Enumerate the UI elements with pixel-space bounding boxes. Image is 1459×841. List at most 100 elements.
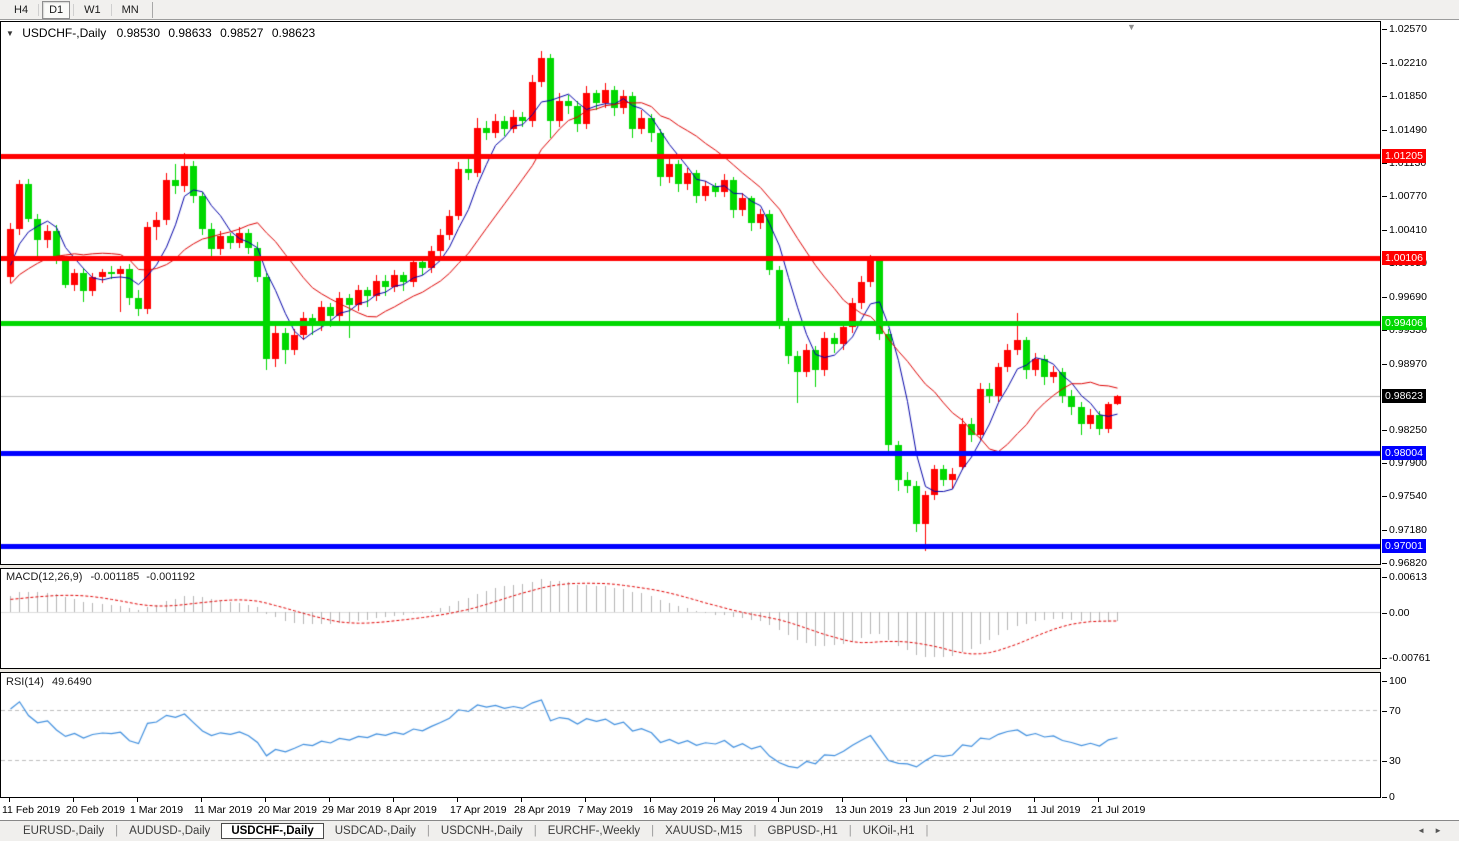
date-label: 23 Jun 2019: [899, 804, 957, 816]
date-axis[interactable]: 11 Feb 2019 20 Feb 2019 1 Mar 2019 11 Mar 2…: [0, 798, 1381, 820]
tab-separator: |: [753, 825, 757, 837]
tab-scroll-arrows[interactable]: ◄►: [1417, 826, 1451, 835]
price-tick-label: 0.97180: [1382, 524, 1427, 536]
rsi-indicator-label: RSI(14) 49.6490: [6, 676, 92, 688]
macd-value-main: -0.001185: [90, 571, 140, 583]
toolbar-separator: [38, 3, 40, 16]
date-label: 11 Mar 2019: [194, 804, 253, 816]
price-tick-label: 0.98250: [1382, 424, 1427, 436]
ohlc-low: 0.98527: [220, 26, 264, 40]
date-tick: [970, 798, 971, 802]
date-tick: [329, 798, 330, 802]
date-label: 16 May 2019: [643, 804, 704, 816]
rsi-tick-label: 30: [1382, 755, 1401, 767]
ohlc-open: 0.98530: [116, 26, 160, 40]
date-tick: [906, 798, 907, 802]
macd-tick-label: -0.00761: [1381, 652, 1431, 664]
ohlc-close: 0.98623: [271, 26, 316, 40]
tab-usdcad-daily[interactable]: USDCAD-,Daily: [334, 825, 416, 837]
date-label: 1 Mar 2019: [130, 804, 184, 816]
tab-eurusd-daily[interactable]: EURUSD-,Daily: [23, 825, 105, 837]
pane-splitter[interactable]: [0, 565, 1381, 568]
rsi-tick-label: 70: [1382, 705, 1401, 717]
chart-title: ▼ USDCHF-,Daily 0.98530 0.98633 0.98527 …: [6, 26, 315, 40]
price-tick-label: 1.02570: [1382, 23, 1427, 35]
timeframe-button-MN[interactable]: MN: [121, 3, 139, 16]
macd-value-signal: -0.001192: [146, 571, 196, 583]
date-label: 7 May 2019: [578, 804, 633, 816]
price-tick-label: 1.00410: [1382, 224, 1427, 236]
macd-name: MACD(12,26,9): [6, 571, 83, 583]
main-chart-canvas[interactable]: [1, 22, 1380, 563]
price-tick-label: 1.01850: [1382, 90, 1427, 102]
date-label: 13 Jun 2019: [835, 804, 893, 816]
tab-audusd-daily[interactable]: AUDUSD-,Daily: [129, 825, 211, 837]
toolbar-separator: [110, 3, 112, 16]
bid-price-label: 0.98623: [1382, 389, 1426, 403]
ohlc-high: 0.98633: [168, 26, 212, 40]
tab-separator: |: [426, 825, 430, 837]
toolbar-group-separator: [151, 1, 153, 18]
macd-canvas[interactable]: [1, 569, 1380, 668]
date-label: 4 Jun 2019: [771, 804, 823, 816]
price-tick-label: 1.00770: [1382, 190, 1427, 202]
date-tick: [9, 798, 10, 802]
tab-scroll-left-icon[interactable]: ◄: [1417, 826, 1435, 835]
date-label: 2 Jul 2019: [963, 804, 1012, 816]
date-label: 26 May 2019: [707, 804, 768, 816]
chart-symbol-label: USDCHF-,Daily: [22, 26, 107, 40]
date-tick: [137, 798, 138, 802]
timeframe-toolbar: H4 D1 W1 MN: [0, 0, 1459, 20]
price-axis[interactable]: 1.02570 1.02210 1.01850 1.01490 1.01130 1.007…: [1381, 21, 1459, 803]
date-tick: [1098, 798, 1099, 802]
date-tick: [842, 798, 843, 802]
tab-gbpusd-h1[interactable]: GBPUSD-,H1: [767, 825, 838, 837]
rsi-value: 49.6490: [51, 676, 92, 688]
date-tick: [201, 798, 202, 802]
price-tick-label: 0.97540: [1382, 490, 1427, 502]
rsi-canvas[interactable]: [1, 673, 1380, 797]
rsi-tick-label: 100: [1382, 675, 1407, 687]
macd-tick-label: 0.00: [1381, 607, 1410, 619]
date-tick: [714, 798, 715, 802]
price-tick-label: 0.97900: [1382, 457, 1427, 469]
tab-ukoil-h1[interactable]: UKOil-,H1: [862, 825, 915, 837]
date-label: 11 Jul 2019: [1027, 804, 1081, 816]
tab-separator: |: [651, 825, 655, 837]
macd-indicator-label: MACD(12,26,9) -0.001185 -0.001192: [6, 571, 195, 583]
date-label: 28 Apr 2019: [514, 804, 571, 816]
level-price-label: 1.01205: [1382, 149, 1426, 163]
price-tick-label: 0.98970: [1382, 358, 1427, 370]
date-tick: [1034, 798, 1035, 802]
timeframe-button-D1[interactable]: D1: [42, 0, 71, 19]
date-tick: [521, 798, 522, 802]
date-label: 11 Feb 2019: [2, 804, 61, 816]
pane-splitter[interactable]: [0, 669, 1381, 672]
tab-scroll-right-icon[interactable]: ►: [1434, 826, 1451, 835]
chart-shift-marker-icon[interactable]: ▼: [1127, 22, 1136, 32]
date-tick: [457, 798, 458, 802]
tab-separator: |: [848, 825, 852, 837]
date-label: 29 Mar 2019: [322, 804, 381, 816]
level-price-label: 1.00106: [1382, 251, 1426, 265]
tab-eurchf-weekly[interactable]: EURCHF-,Weekly: [547, 825, 641, 837]
tab-usdchf-daily[interactable]: USDCHF-,Daily: [221, 823, 324, 839]
timeframe-button-W1[interactable]: W1: [84, 3, 101, 16]
date-tick: [265, 798, 266, 802]
rsi-name: RSI(14): [6, 676, 44, 688]
tab-separator: |: [115, 825, 119, 837]
tab-xauusd-m15[interactable]: XAUUSD-,M15: [665, 825, 743, 837]
date-label: 20 Feb 2019: [66, 804, 125, 816]
chart-dropdown-icon[interactable]: ▼: [6, 29, 14, 38]
tab-usdcnh-daily[interactable]: USDCNH-,Daily: [440, 825, 523, 837]
date-tick: [650, 798, 651, 802]
date-label: 17 Apr 2019: [450, 804, 507, 816]
chart-tab-bar: EURUSD-,Daily | AUDUSD-,Daily USDCHF-,Daily…: [0, 820, 1459, 841]
level-price-label: 0.99406: [1382, 316, 1426, 330]
timeframe-button-H4[interactable]: H4: [14, 3, 29, 16]
price-tick-label: 1.01490: [1382, 124, 1427, 136]
date-tick: [778, 798, 779, 802]
price-tick-label: 1.02210: [1382, 57, 1427, 69]
level-price-label: 0.97001: [1382, 539, 1426, 553]
level-price-label: 0.98004: [1382, 446, 1426, 460]
